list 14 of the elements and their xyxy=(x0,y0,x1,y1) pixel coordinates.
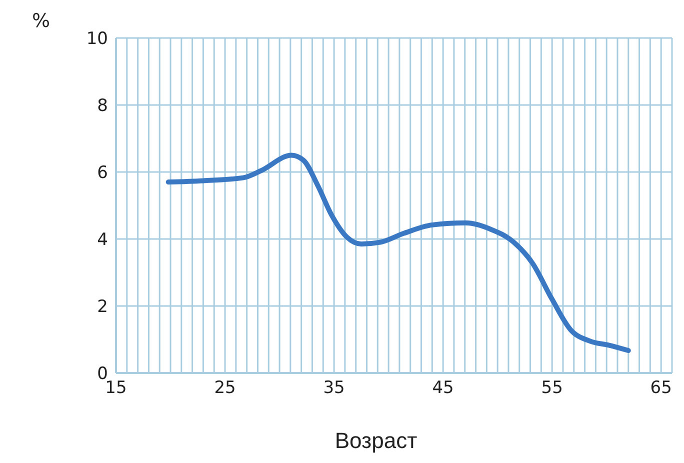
y-tick-label: 8 xyxy=(97,96,108,116)
x-tick-label: 45 xyxy=(432,378,454,398)
x-tick-label: 55 xyxy=(541,378,563,398)
y-axis-title: % xyxy=(32,10,50,32)
y-tick-label: 2 xyxy=(97,297,108,318)
y-tick-label: 10 xyxy=(86,29,108,50)
x-tick-label: 25 xyxy=(214,378,236,398)
x-tick-label: 35 xyxy=(323,378,345,398)
x-axis-title: Возраст xyxy=(334,428,418,454)
x-tick-label: 15 xyxy=(105,378,127,398)
x-tick-label: 65 xyxy=(650,378,672,398)
y-tick-label: 0 xyxy=(97,364,108,384)
y-tick-label: 6 xyxy=(97,163,108,184)
y-tick-label: 4 xyxy=(97,230,108,250)
